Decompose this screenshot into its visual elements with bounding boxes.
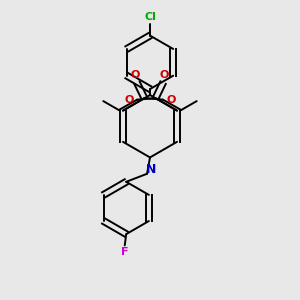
Text: O: O xyxy=(160,70,169,80)
Text: Cl: Cl xyxy=(144,12,156,22)
Text: N: N xyxy=(146,163,157,176)
Text: O: O xyxy=(124,94,134,105)
Text: O: O xyxy=(131,70,140,80)
Text: F: F xyxy=(121,248,128,257)
Text: O: O xyxy=(167,94,176,105)
